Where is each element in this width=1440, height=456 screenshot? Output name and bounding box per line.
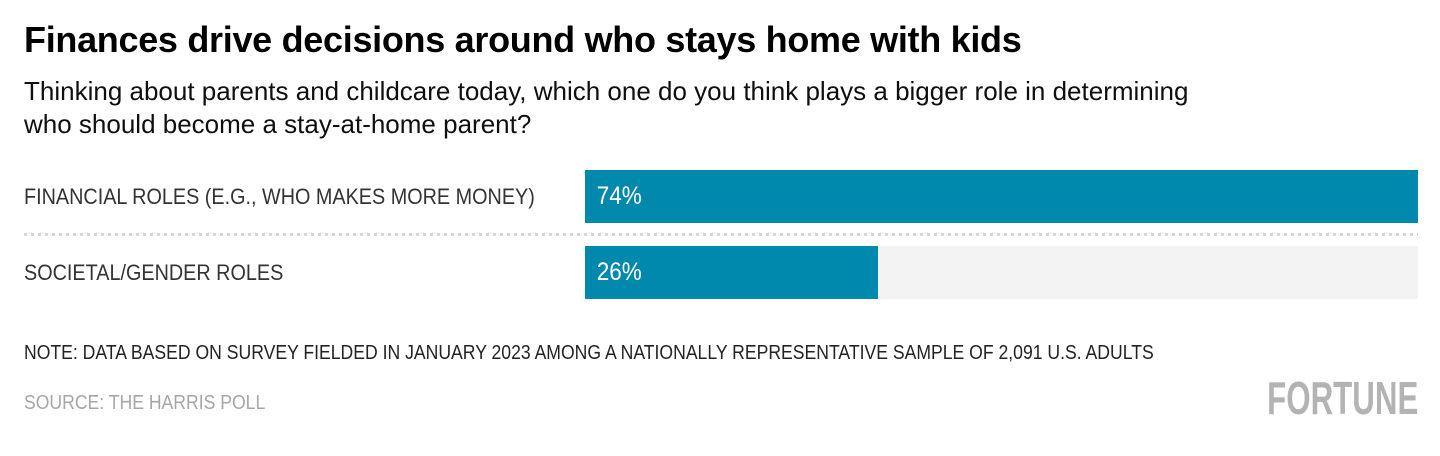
chart-subtitle: Thinking about parents and childcare tod… bbox=[24, 75, 1418, 141]
source-text: SOURCE: THE HARRIS POLL bbox=[24, 392, 266, 414]
bar-row-financial: FINANCIAL ROLES (E.G., WHO MAKES MORE MO… bbox=[24, 170, 1418, 223]
bar-track-financial: 74% bbox=[585, 170, 1418, 223]
category-label-cell: FINANCIAL ROLES (E.G., WHO MAKES MORE MO… bbox=[24, 170, 585, 223]
note-text: NOTE: DATA BASED ON SURVEY FIELDED IN JA… bbox=[24, 342, 1154, 364]
category-label-cell: SOCIETAL/GENDER ROLES bbox=[24, 246, 585, 299]
subtitle-line-2: who should become a stay-at-home parent? bbox=[24, 109, 532, 139]
category-label-societal: SOCIETAL/GENDER ROLES bbox=[24, 259, 284, 285]
subtitle-line-1: Thinking about parents and childcare tod… bbox=[24, 76, 1189, 106]
bar-track-societal: 26% bbox=[585, 246, 1418, 299]
bar-chart: FINANCIAL ROLES (E.G., WHO MAKES MORE MO… bbox=[24, 170, 1418, 299]
fortune-logo: FORTUNE bbox=[1266, 372, 1418, 424]
chart-title: Finances drive decisions around who stay… bbox=[24, 19, 1022, 60]
bar-fill-societal: 26% bbox=[585, 246, 878, 299]
dotted-separator bbox=[24, 233, 1418, 236]
value-label-financial: 74% bbox=[596, 182, 642, 210]
bar-row-societal: SOCIETAL/GENDER ROLES 26% bbox=[24, 246, 1418, 299]
footer-row: SOURCE: THE HARRIS POLL FORTUNE bbox=[24, 372, 1418, 424]
bar-fill-financial: 74% bbox=[585, 170, 1418, 223]
value-label-societal: 26% bbox=[596, 258, 642, 286]
chart-card: Finances drive decisions around who stay… bbox=[0, 18, 1440, 456]
category-label-financial: FINANCIAL ROLES (E.G., WHO MAKES MORE MO… bbox=[24, 183, 535, 209]
